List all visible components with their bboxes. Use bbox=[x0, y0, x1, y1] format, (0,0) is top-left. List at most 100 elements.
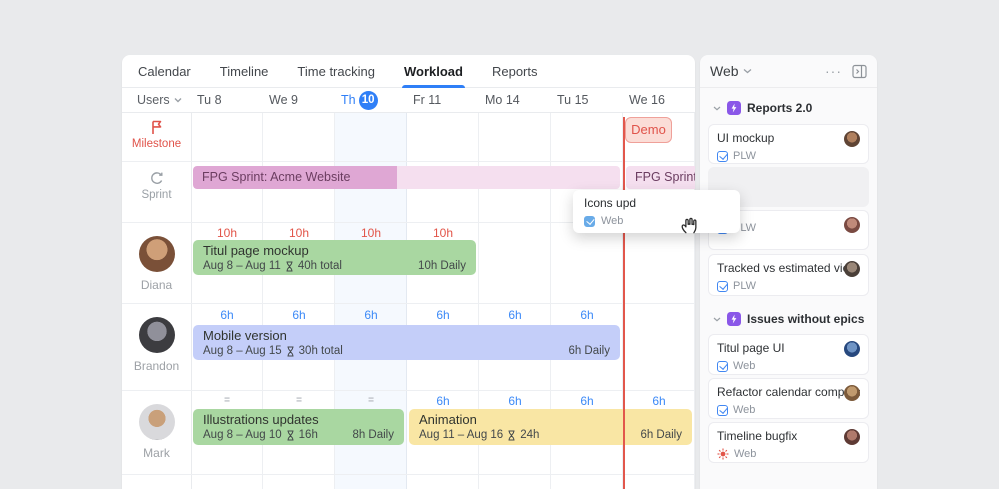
task-card-ui-mockup[interactable]: UI mockup PLW bbox=[708, 124, 869, 164]
sprint-bar-next[interactable]: FPG Sprint: Re bbox=[626, 166, 695, 189]
task-daily: 10h Daily bbox=[418, 260, 466, 272]
user-name: Diana bbox=[140, 278, 173, 292]
task-total: 30h total bbox=[298, 345, 343, 357]
task-title: Mobile version bbox=[203, 328, 287, 343]
daily-hours: 6h bbox=[436, 308, 450, 322]
avatar[interactable] bbox=[138, 317, 175, 353]
chevron-down-icon[interactable] bbox=[713, 317, 721, 322]
avatar[interactable] bbox=[138, 404, 175, 440]
task-dates: Aug 8 – Aug 10 bbox=[203, 429, 282, 441]
tab-timeline[interactable]: Timeline bbox=[219, 63, 269, 79]
checkbox-icon bbox=[584, 215, 595, 227]
epic-group-label: Issues without epics bbox=[747, 312, 865, 326]
milestone-date-line bbox=[623, 117, 625, 489]
grab-hand-cursor bbox=[681, 217, 697, 234]
task-bar-animation[interactable]: Animation Aug 11 – Aug 16 24h 6h Daily bbox=[409, 409, 692, 445]
daily-hours: 6h bbox=[652, 394, 666, 408]
card-title: UI mockup bbox=[717, 131, 775, 145]
sprint-bar-acme[interactable]: FPG Sprint: Acme Website bbox=[193, 166, 620, 189]
card-tag: PLW bbox=[733, 150, 757, 162]
task-bar-illustrations-updates[interactable]: Illustrations updates Aug 8 – Aug 10 16h… bbox=[193, 409, 404, 445]
tab-bar: Calendar Timeline Time tracking Workload… bbox=[122, 55, 695, 88]
day-header[interactable]: Tu 15 bbox=[557, 93, 589, 107]
checkbox-icon[interactable] bbox=[717, 280, 728, 292]
avatar[interactable] bbox=[138, 236, 175, 272]
chevron-down-icon[interactable] bbox=[713, 106, 721, 111]
chevron-down-icon[interactable] bbox=[743, 68, 752, 74]
milestone-demo-badge[interactable]: Demo bbox=[625, 117, 672, 143]
avatar bbox=[844, 429, 860, 445]
drag-card-title: Icons upd bbox=[584, 196, 637, 210]
drag-ghost-card: Icons upd Web bbox=[573, 190, 740, 233]
tab-reports[interactable]: Reports bbox=[491, 63, 538, 79]
tab-time-tracking[interactable]: Time tracking bbox=[297, 63, 375, 79]
user-row-brandon: Brandon 6h 6h 6h 6h 6h 6h Mobile version… bbox=[122, 304, 695, 391]
day-header[interactable]: We 9 bbox=[269, 93, 298, 107]
task-dates: Aug 8 – Aug 11 bbox=[203, 260, 281, 272]
day-header[interactable]: Fr 11 bbox=[413, 93, 442, 107]
day-header[interactable]: Mo 14 bbox=[485, 93, 520, 107]
user-name: Mark bbox=[143, 446, 170, 460]
workload-panel: Calendar Timeline Time tracking Workload… bbox=[122, 55, 695, 489]
collapse-panel-icon[interactable] bbox=[852, 64, 867, 79]
bug-icon bbox=[717, 448, 729, 460]
daily-hours: 10h bbox=[360, 226, 382, 240]
daily-hours: 10h bbox=[216, 226, 238, 240]
checkbox-icon[interactable] bbox=[717, 360, 728, 372]
task-bar-mobile-version[interactable]: Mobile version Aug 8 – Aug 15 30h total … bbox=[193, 325, 620, 360]
task-title: Animation bbox=[419, 412, 477, 427]
hourglass-icon bbox=[286, 261, 293, 271]
milestone-label: Milestone bbox=[131, 138, 182, 150]
avatar bbox=[844, 341, 860, 357]
checkbox-icon[interactable] bbox=[717, 404, 728, 416]
daily-hours: 6h bbox=[508, 308, 522, 322]
avatar bbox=[844, 385, 860, 401]
task-daily: 8h Daily bbox=[352, 429, 394, 441]
task-total: 16h bbox=[298, 429, 318, 441]
avatar bbox=[844, 217, 860, 233]
user-row-diana: Diana 10h 10h 10h 10h Titul page mockup … bbox=[122, 223, 695, 304]
task-card-timeline-bugfix[interactable]: Timeline bugfix Web bbox=[708, 422, 869, 463]
users-label: Users bbox=[137, 93, 170, 107]
date-header: Users Tu 8 We 9 Th 10 Fr 11 Mo 14 Tu 15 … bbox=[122, 88, 695, 113]
sprint-bar-label: FPG Sprint: Re bbox=[635, 170, 695, 184]
card-tag: Web bbox=[733, 404, 756, 416]
daily-hours: 6h bbox=[220, 308, 234, 322]
tab-workload[interactable]: Workload bbox=[401, 55, 465, 88]
task-card-titul-page-ui[interactable]: Titul page UI Web bbox=[708, 334, 869, 375]
task-bar-titul-page-mockup[interactable]: Titul page mockup Aug 8 – Aug 11 40h tot… bbox=[193, 240, 476, 275]
user-name: Brandon bbox=[133, 359, 180, 373]
task-dates: Aug 8 – Aug 15 bbox=[203, 345, 282, 357]
sprint-row: Sprint FPG Sprint: Acme Website FPG Spri… bbox=[122, 162, 695, 223]
column-divider bbox=[191, 113, 192, 489]
epic-group-label: Reports 2.0 bbox=[747, 101, 813, 115]
daily-hours: 6h bbox=[580, 394, 594, 408]
day-header-today[interactable]: Th 10 bbox=[335, 90, 407, 110]
checkbox-icon[interactable] bbox=[717, 150, 728, 162]
card-title: Tracked vs estimated view bbox=[717, 261, 858, 275]
epic-group-no-epics[interactable]: Issues without epics bbox=[708, 308, 869, 330]
card-tag: Web bbox=[733, 360, 756, 372]
daily-hours: 6h bbox=[364, 308, 378, 322]
epic-icon bbox=[727, 101, 741, 115]
sprint-progress bbox=[193, 166, 397, 189]
day-header[interactable]: Tu 8 bbox=[197, 93, 222, 107]
drag-card-tag: Web bbox=[601, 215, 624, 227]
daily-hours-balanced: = bbox=[368, 395, 374, 406]
more-options-icon[interactable]: ··· bbox=[825, 63, 842, 79]
task-sidebar: Web ··· Reports 2.0 UI mockup PLW PLW Tr… bbox=[700, 55, 877, 489]
daily-hours: 10h bbox=[432, 226, 454, 240]
card-title: Refactor calendar component bbox=[717, 385, 860, 399]
task-dates: Aug 11 – Aug 16 bbox=[419, 429, 504, 441]
task-card-refactor-calendar[interactable]: Refactor calendar component Web bbox=[708, 378, 869, 419]
chevron-down-icon bbox=[174, 98, 182, 103]
day-header[interactable]: We 16 bbox=[629, 93, 665, 107]
tab-calendar[interactable]: Calendar bbox=[138, 63, 191, 79]
users-dropdown[interactable]: Users bbox=[122, 93, 191, 107]
epic-group-reports[interactable]: Reports 2.0 bbox=[708, 97, 869, 119]
task-daily: 6h Daily bbox=[640, 429, 682, 441]
avatar bbox=[844, 131, 860, 147]
daily-hours: 10h bbox=[288, 226, 310, 240]
today-badge: 10 bbox=[358, 90, 378, 110]
task-card-tracked-vs-estimated[interactable]: Tracked vs estimated view PLW bbox=[708, 254, 869, 296]
